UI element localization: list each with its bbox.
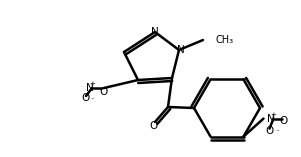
Text: N: N	[86, 83, 94, 93]
Text: O: O	[100, 87, 108, 97]
Text: +: +	[271, 112, 276, 118]
Text: ⁻: ⁻	[276, 130, 279, 136]
Text: N: N	[266, 114, 274, 124]
Text: +: +	[89, 81, 95, 87]
Text: N: N	[177, 45, 185, 55]
Text: O: O	[279, 116, 288, 126]
Text: O: O	[149, 121, 157, 131]
Text: O: O	[265, 126, 274, 136]
Text: ⁻: ⁻	[90, 97, 94, 103]
Text: CH₃: CH₃	[215, 35, 233, 45]
Text: N: N	[151, 27, 159, 37]
Text: O: O	[82, 93, 90, 103]
